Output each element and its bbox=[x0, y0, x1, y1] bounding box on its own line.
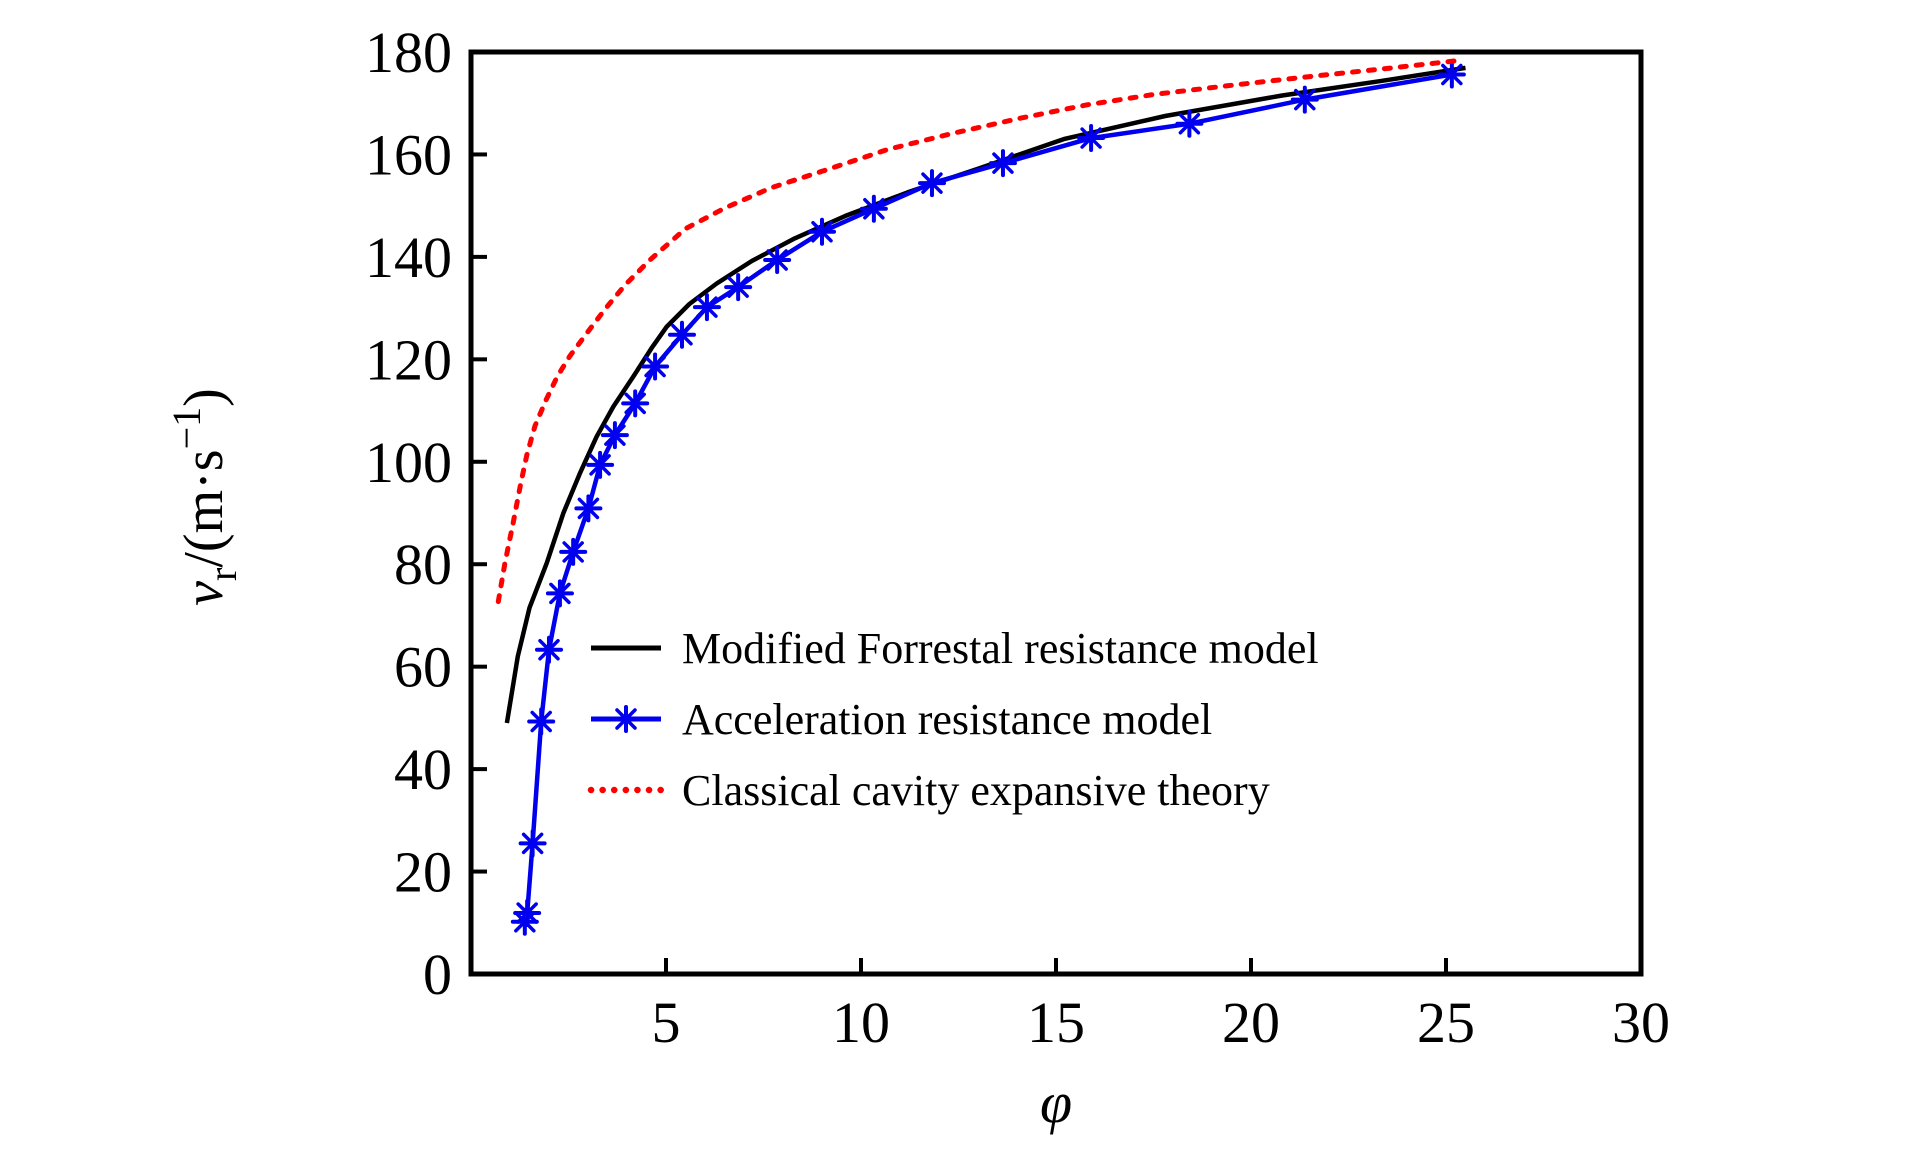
x-tick-label: 30 bbox=[1612, 990, 1670, 1055]
y-axis-label-unit-close: ) bbox=[173, 388, 235, 407]
y-tick-label: 180 bbox=[365, 20, 452, 85]
asterisk-marker bbox=[621, 389, 650, 418]
x-axis-label: φ bbox=[1040, 1070, 1072, 1135]
y-tick-label: 20 bbox=[394, 840, 452, 905]
asterisk-marker bbox=[988, 149, 1017, 178]
asterisk-marker bbox=[1175, 109, 1204, 138]
y-tick-label: 40 bbox=[394, 737, 452, 802]
legend-label-acceleration-resistance-model: Acceleration resistance model bbox=[682, 695, 1212, 744]
series-acceleration-resistance-model bbox=[510, 60, 1466, 936]
y-axis-label-subscript: r bbox=[200, 568, 245, 581]
y-tick-label: 0 bbox=[423, 942, 452, 1007]
asterisk-marker bbox=[535, 635, 563, 664]
asterisk-marker bbox=[692, 293, 721, 322]
x-tick-label: 5 bbox=[652, 990, 681, 1055]
asterisk-marker bbox=[1077, 124, 1106, 153]
asterisk-marker bbox=[808, 217, 836, 246]
asterisk-marker bbox=[586, 450, 615, 479]
asterisk-marker bbox=[724, 273, 753, 302]
legend-item-modified-forrestal-resistance-model: Modified Forrestal resistance model bbox=[591, 624, 1319, 673]
asterisk-marker bbox=[513, 899, 542, 928]
asterisk-marker bbox=[763, 245, 792, 274]
series-classical-cavity-expansive-theory bbox=[495, 57, 1465, 605]
y-tick-label: 140 bbox=[365, 225, 452, 290]
asterisk-marker bbox=[559, 537, 588, 566]
y-tick-label: 160 bbox=[365, 122, 452, 187]
y-tick-label: 80 bbox=[394, 532, 452, 597]
asterisk-marker bbox=[574, 494, 603, 523]
y-axis-label-symbol: v bbox=[173, 581, 235, 606]
asterisk-marker bbox=[545, 579, 574, 608]
legend-label-classical-cavity-expansive-theory: Classical cavity expansive theory bbox=[682, 766, 1270, 815]
legend: Modified Forrestal resistance model Accel… bbox=[587, 624, 1319, 815]
asterisk-marker bbox=[1290, 85, 1319, 114]
y-tick-label: 120 bbox=[365, 327, 452, 392]
asterisk-marker bbox=[667, 320, 696, 349]
asterisk-marker bbox=[527, 707, 556, 736]
asterisk-marker bbox=[518, 829, 547, 858]
x-tick-label: 10 bbox=[832, 990, 890, 1055]
series-line-classical-cavity-expansive-theory bbox=[495, 57, 1465, 605]
legend-item-classical-cavity-expansive-theory: Classical cavity expansive theory bbox=[587, 766, 1270, 815]
asterisk-marker bbox=[1437, 60, 1466, 89]
asterisk-marker bbox=[600, 421, 629, 450]
x-tick-label: 25 bbox=[1417, 990, 1475, 1055]
axes: 5 10 15 20 25 30 0 20 40 60 80 100 120 140 160 180 bbox=[365, 20, 1670, 1055]
y-tick-label: 60 bbox=[394, 635, 452, 700]
y-axis-label-unit-open: /(m·s bbox=[173, 449, 235, 567]
legend-label-modified-forrestal-resistance-model: Modified Forrestal resistance model bbox=[682, 624, 1319, 673]
asterisk-marker bbox=[612, 705, 640, 733]
asterisk-marker bbox=[641, 352, 670, 381]
asterisk-marker bbox=[917, 169, 946, 198]
plot-border bbox=[468, 49, 1644, 977]
x-tick-label: 15 bbox=[1027, 990, 1085, 1055]
y-tick-label: 100 bbox=[365, 430, 452, 495]
data-series bbox=[495, 57, 1466, 936]
x-tick-label: 20 bbox=[1222, 990, 1280, 1055]
asterisk-marker bbox=[859, 194, 888, 223]
y-axis-label-exponent: −1 bbox=[164, 407, 209, 450]
legend-item-acceleration-resistance-model: Acceleration resistance model bbox=[591, 695, 1212, 744]
y-axis-label: vr/(m·s−1) bbox=[164, 388, 245, 606]
